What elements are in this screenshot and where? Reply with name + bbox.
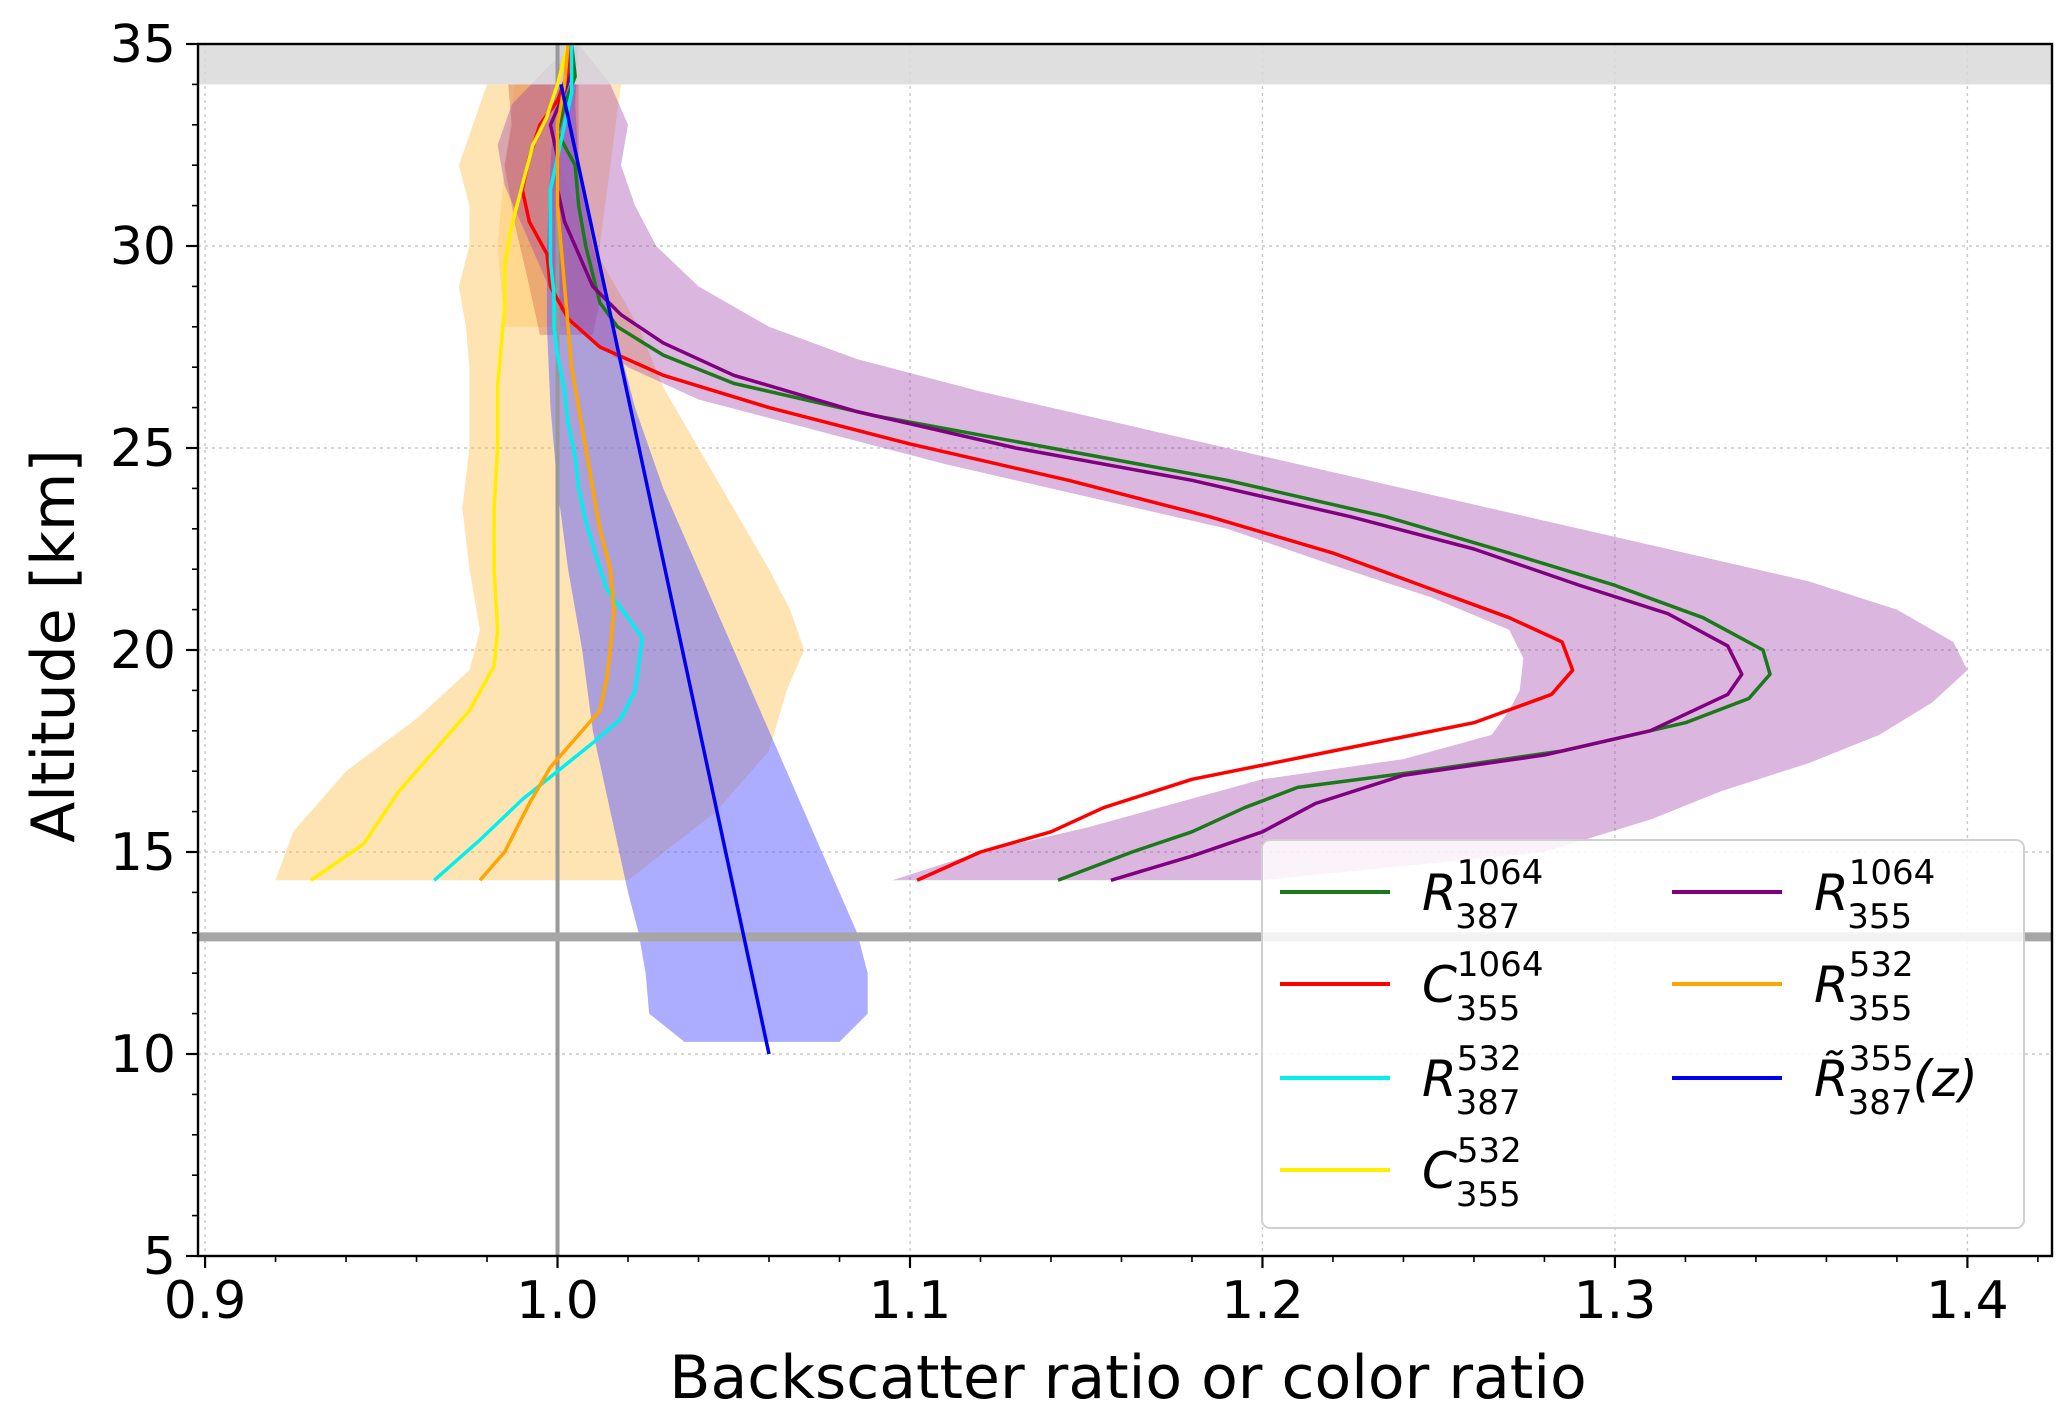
y-tick-label: 5 bbox=[143, 1227, 176, 1287]
y-tick-label: 20 bbox=[110, 621, 176, 681]
y-tick-label: 25 bbox=[110, 419, 176, 479]
series-line-R_387_532 bbox=[432, 44, 644, 882]
series-line-R_387_1064 bbox=[555, 43, 1772, 882]
y-axis-label: Altitude [km] bbox=[19, 449, 89, 843]
tick-labels: 0.9 1.0 1.1 1.2 1.3 1.4 5 10 15 20 25 30 35 bbox=[110, 15, 2009, 1331]
x-tick-label: 1.4 bbox=[1926, 1271, 2009, 1331]
reference-lines bbox=[198, 44, 2052, 1256]
y-tick-label: 15 bbox=[110, 823, 176, 883]
series-line-Rt_387_355 bbox=[559, 84, 771, 1055]
band-R_355_1064_band bbox=[497, 44, 1968, 881]
band-R_387_355_band bbox=[546, 44, 868, 1042]
y-tick-label: 30 bbox=[110, 217, 176, 277]
series-line-C_355_532 bbox=[309, 43, 570, 882]
series-line-R_355_532 bbox=[478, 43, 616, 882]
uncertainty-bands bbox=[275, 44, 1968, 1042]
legend-box bbox=[1261, 839, 2025, 1229]
x-tick-label: 0.9 bbox=[164, 1271, 247, 1331]
y-tick-label: 35 bbox=[110, 15, 176, 75]
data-lines bbox=[309, 43, 1772, 1055]
x-tick-label: 1.0 bbox=[516, 1271, 599, 1331]
axes bbox=[186, 42, 2054, 1268]
x-tick-label: 1.3 bbox=[1574, 1271, 1657, 1331]
top-shaded-band bbox=[198, 44, 2052, 85]
x-tick-label: 1.1 bbox=[869, 1271, 952, 1331]
x-axis-label: Backscatter ratio or color ratio bbox=[669, 1343, 1586, 1413]
y-tick-label: 10 bbox=[110, 1025, 176, 1085]
x-tick-label: 1.2 bbox=[1221, 1271, 1304, 1331]
